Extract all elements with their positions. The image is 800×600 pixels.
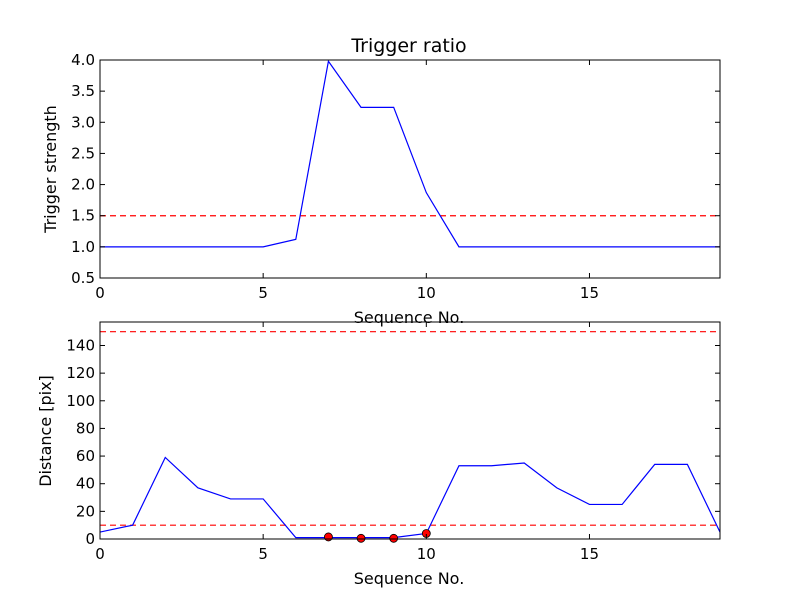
y-tick-label: 2.5 [71,144,95,162]
x-tick-label: 0 [95,545,105,563]
plot-title: Trigger ratio [350,35,466,57]
data-point-marker [389,533,399,543]
x-tick-label: 10 [417,284,436,302]
y-tick-label: 3.5 [71,82,95,100]
x-axis-label: Sequence No. [354,308,465,327]
y-tick-label: 3.0 [71,113,95,131]
y-tick-label: 80 [76,419,95,437]
data-point-marker [356,533,366,543]
y-tick-label: 40 [76,475,95,493]
y-axis-label: Distance [pix] [36,375,55,487]
y-tick-label: 120 [66,364,95,382]
x-tick-label: 15 [580,284,599,302]
plot-area [100,331,720,539]
x-tick-label: 5 [258,545,268,563]
x-axis-label: Sequence No. [354,569,465,588]
y-axis-label: Trigger strength [41,105,60,234]
y-tick-label: 1.5 [71,207,95,225]
data-point-marker [324,532,333,542]
y-tick-label: 20 [76,502,95,520]
y-tick-label: 0.5 [71,269,95,287]
y-tick-label: 4.0 [71,51,95,69]
y-tick-label: 0 [85,530,95,548]
y-tick-label: 100 [66,392,95,410]
x-tick-label: 0 [95,284,105,302]
y-tick-label: 1.0 [71,238,95,256]
x-tick-label: 15 [580,545,599,563]
series-line [100,456,720,539]
axes-frame [99,59,721,279]
y-tick-label: 140 [66,336,95,354]
axes-frame [99,321,721,540]
y-tick-label: 2.0 [71,176,95,194]
series-line [100,60,720,248]
plot-area [100,60,720,248]
distance-plot: Distance [pix] Sequence No. 0 5 10 15 0 20 40 6… [36,321,721,588]
y-tick-label: 60 [76,447,95,465]
x-tick-label: 5 [258,284,268,302]
x-tick-label: 10 [417,545,436,563]
